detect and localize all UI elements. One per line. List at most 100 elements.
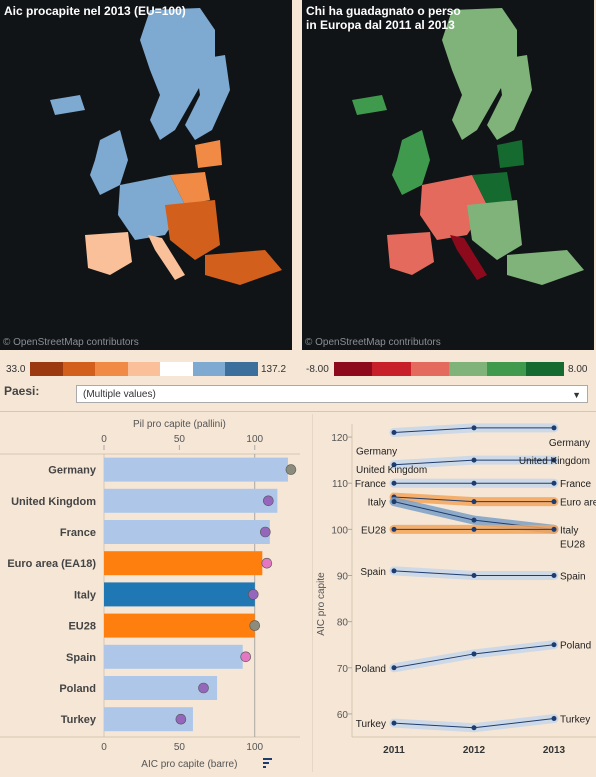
dot[interactable] [285, 464, 297, 475]
series-point[interactable] [471, 480, 477, 486]
legend-swatch[interactable] [334, 362, 373, 376]
bar[interactable] [104, 613, 255, 638]
legend-swatch[interactable] [30, 362, 63, 376]
map-change-2011-2013[interactable]: Chi ha guadagnato o perso in Europa dal … [302, 0, 594, 350]
series-start-label: France [355, 479, 387, 490]
dot[interactable] [240, 651, 252, 663]
bar[interactable] [104, 582, 255, 607]
legend-swatch[interactable] [192, 362, 226, 376]
legend-swatch[interactable] [525, 362, 564, 376]
legend-swatch[interactable] [127, 362, 161, 376]
sort-icon[interactable] [263, 758, 272, 760]
series-end-label: Italy [560, 525, 578, 536]
legend-swatch[interactable] [448, 362, 488, 376]
category-label: Turkey [61, 714, 97, 726]
map-region-turkey [507, 250, 584, 285]
category-label: Spain [66, 652, 96, 664]
series-end-label: France [560, 479, 592, 490]
series-point[interactable] [551, 499, 557, 505]
legend-swatch[interactable] [410, 362, 449, 376]
series-point[interactable] [391, 499, 397, 505]
dot[interactable] [249, 620, 261, 631]
series-point[interactable] [391, 429, 397, 435]
series-point[interactable] [391, 462, 397, 468]
legend-swatch[interactable] [95, 362, 128, 376]
map-right-shapes [352, 8, 584, 285]
series-point[interactable] [471, 457, 477, 463]
series-point[interactable] [551, 457, 557, 463]
series-point[interactable] [471, 499, 477, 505]
x-tick-label-top: 0 [101, 434, 107, 445]
line-chart-panel: 60 70 80 90 100 110 120 AIC pro capite 2011 2012 2… [311, 414, 596, 772]
bar-chart-panel: Pil pro capite (pallini) 0 0 50 50 100 100 Germ… [0, 414, 300, 772]
chevron-down-icon[interactable]: ▼ [572, 390, 581, 400]
x-tick-label-bottom: 100 [246, 742, 263, 753]
series-end-label: Poland [560, 641, 591, 652]
bar[interactable] [104, 551, 263, 576]
legend-right-min: -8.00 [306, 364, 329, 375]
bar[interactable] [104, 644, 243, 669]
legend-swatch[interactable] [62, 362, 96, 376]
countries-select[interactable]: (Multiple values) ▼ [76, 385, 588, 403]
series-start-label: Germany [356, 446, 397, 457]
y-tick-label: 60 [337, 710, 349, 721]
x-tick-label-bottom: 0 [101, 742, 107, 753]
legend-left: 33.0 137.2 [0, 360, 292, 378]
series-point[interactable] [471, 725, 477, 731]
map-region-italy [450, 235, 487, 280]
map-aic-2013[interactable]: Aic procapite nel 2013 (EU=100) © OpenSt… [0, 0, 292, 350]
series-start-label: United Kingdom [356, 465, 427, 476]
series-point[interactable] [551, 716, 557, 722]
dot[interactable] [198, 682, 209, 694]
dot[interactable] [247, 589, 259, 600]
dot[interactable] [260, 526, 271, 538]
bar[interactable] [104, 488, 278, 513]
series-end-label: United Kingdom [519, 456, 590, 467]
series-point[interactable] [551, 425, 557, 431]
series-point[interactable] [551, 642, 557, 648]
category-label: Poland [59, 683, 96, 695]
series-point[interactable] [551, 573, 557, 578]
map-region-central-east [467, 200, 522, 260]
series-point[interactable] [391, 568, 397, 574]
dot[interactable] [263, 495, 274, 507]
map-left-shapes [50, 8, 282, 285]
bar-chart-xlabel: AIC pro capite (barre) [141, 759, 237, 770]
series-point[interactable] [391, 720, 397, 726]
line-chart[interactable]: 60 70 80 90 100 110 120 AIC pro capite 2011 2012 2… [311, 414, 596, 772]
map-region-baltic [195, 140, 222, 168]
map-left-credit[interactable]: © OpenStreetMap contributors [3, 337, 139, 348]
sort-icon[interactable] [263, 762, 269, 764]
series-point[interactable] [471, 573, 477, 578]
sort-icon[interactable] [263, 766, 266, 768]
dot[interactable] [261, 557, 273, 569]
bar[interactable] [104, 520, 270, 544]
legend-swatch[interactable] [160, 362, 193, 376]
legend-swatch[interactable] [372, 362, 411, 376]
series-point[interactable] [471, 517, 477, 523]
series-point[interactable] [391, 665, 397, 671]
series-end-label: Euro area (EA18) [560, 498, 596, 509]
map-right-credit[interactable]: © OpenStreetMap contributors [305, 337, 441, 348]
series-point[interactable] [391, 526, 397, 532]
y-tick-label: 100 [331, 525, 348, 536]
series-point[interactable] [551, 480, 557, 486]
dot[interactable] [175, 713, 187, 725]
series-point[interactable] [471, 425, 477, 431]
category-label: France [60, 527, 96, 539]
map-region-finland [487, 55, 532, 140]
map-region-finland [185, 55, 230, 140]
legend-swatch[interactable] [225, 362, 259, 376]
bar[interactable] [104, 457, 288, 482]
bar-chart[interactable]: Pil pro capite (pallini) 0 0 50 50 100 100 Germ… [0, 414, 300, 772]
series-point[interactable] [471, 526, 477, 532]
x-tick-label: 2012 [463, 745, 486, 756]
map-region-central-east [165, 200, 220, 260]
series-point[interactable] [391, 480, 397, 486]
series-point[interactable] [551, 526, 557, 532]
y-tick-label: 70 [337, 664, 349, 675]
y-tick-label: 80 [337, 618, 349, 629]
map-region-turkey [205, 250, 282, 285]
legend-swatch[interactable] [487, 362, 526, 376]
series-point[interactable] [471, 651, 477, 657]
